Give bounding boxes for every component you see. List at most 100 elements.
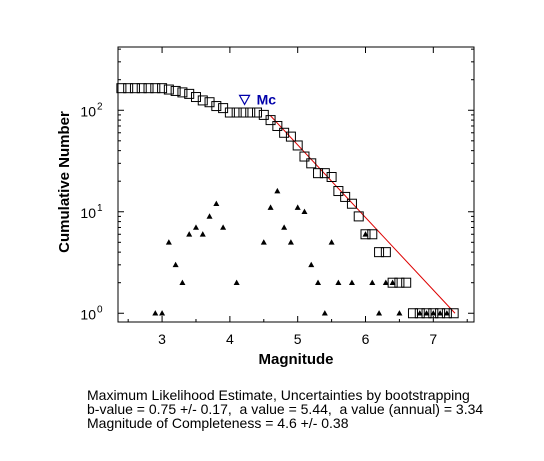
cumulative-point — [374, 247, 385, 258]
mc-layer: Mc — [238, 91, 277, 107]
incremental-point — [274, 187, 281, 194]
incremental-point — [159, 310, 166, 316]
incremental-point — [172, 261, 179, 268]
x-tick-label: 3 — [158, 331, 166, 347]
y-tick-label: 10 — [80, 306, 96, 322]
incremental-point — [281, 224, 288, 230]
cumulative-point — [407, 308, 418, 319]
incremental-point — [220, 224, 227, 230]
x-tick-label: 5 — [294, 331, 302, 347]
cumulative-point — [190, 92, 201, 103]
cumulative-point — [299, 151, 310, 162]
x-tick-label: 4 — [226, 331, 234, 347]
incremental-point — [152, 310, 159, 316]
incremental-point — [165, 239, 172, 245]
fit-summary-line-mc: Magnitude of Completeness = 4.6 +/- 0.38 — [87, 415, 349, 431]
cumulative-point — [346, 198, 357, 209]
incremental-point — [233, 279, 240, 285]
cumulative-point — [197, 95, 208, 106]
y-tick-label: 10 — [80, 103, 96, 119]
cumulative-point — [143, 83, 154, 94]
cumulative-point — [204, 97, 215, 108]
mc-label: Mc — [257, 91, 277, 107]
incremental-point — [396, 310, 403, 316]
cumulative-point — [285, 131, 296, 142]
incremental-point — [437, 310, 444, 316]
cumulative-point — [177, 87, 188, 98]
cumulative-point — [367, 229, 378, 240]
incremental-point — [287, 239, 294, 245]
plot-frame — [117, 46, 475, 323]
fit-summary: Maximum Likelihood Estimate, Uncertainti… — [87, 388, 483, 430]
incremental-point — [382, 279, 389, 285]
cumulative-point — [448, 308, 459, 319]
incremental-point — [369, 279, 376, 285]
y-tick-exponent: 0 — [97, 304, 103, 315]
cumulative-point — [231, 107, 242, 118]
cumulative-point — [272, 120, 283, 131]
cumulative-point — [245, 107, 256, 118]
cumulative-point — [258, 109, 269, 120]
y-tick-exponent: 2 — [97, 101, 103, 112]
incremental-point — [376, 310, 383, 316]
cumulative-point — [333, 186, 344, 197]
cumulative-point — [414, 308, 425, 319]
cumulative-point — [211, 101, 222, 112]
cumulative-point — [401, 277, 412, 288]
cumulative-point — [387, 277, 398, 288]
cumulative-point — [136, 83, 147, 94]
cumulative-point — [313, 168, 324, 179]
cumulative-point — [353, 211, 364, 222]
cumulative-point — [380, 247, 391, 258]
incremental-point — [179, 279, 186, 285]
incremental-point — [315, 279, 322, 285]
incremental-point — [443, 310, 450, 316]
incremental-point — [199, 231, 206, 237]
incremental-point — [348, 279, 355, 285]
x-tick-label: 7 — [429, 331, 437, 347]
cumulative-point — [360, 229, 371, 240]
cumulative-point — [224, 107, 235, 118]
incremental-point — [328, 239, 335, 245]
cumulative-point — [394, 277, 405, 288]
fit-summary-line-bvalue: b-value = 0.75 +/- 0.17, a value = 5.44,… — [87, 401, 484, 417]
incremental-point — [389, 279, 396, 285]
x-tick-label: 6 — [362, 331, 370, 347]
cumulative-point — [421, 308, 432, 319]
incremental-point — [260, 239, 267, 245]
cumulative-point — [129, 83, 140, 94]
incremental-point — [335, 279, 342, 285]
cumulative-point — [150, 83, 161, 94]
cumulative-point — [123, 83, 134, 94]
incremental-point — [301, 208, 308, 215]
incremental-point — [294, 204, 301, 210]
mc-marker — [238, 94, 251, 106]
cumulative-point — [428, 308, 439, 319]
cumulative-point — [340, 191, 351, 202]
cumulative-point — [238, 107, 249, 118]
incremental-point — [423, 310, 430, 316]
cumulative-point — [170, 85, 181, 96]
y-axis-title: Cumulative Number — [56, 111, 73, 253]
y-tick-exponent: 1 — [97, 203, 103, 214]
y-tick-label: 10 — [80, 205, 96, 221]
x-axis-title: Magnitude — [259, 351, 334, 368]
incremental-point — [430, 310, 437, 316]
data-marks — [116, 83, 459, 319]
incremental-point — [362, 231, 369, 237]
cumulative-point — [435, 308, 446, 319]
cumulative-point — [326, 172, 337, 183]
incremental-point — [206, 213, 213, 219]
cumulative-point — [319, 168, 330, 179]
cumulative-point — [163, 84, 174, 95]
cumulative-point — [157, 83, 168, 94]
cumulative-point — [279, 127, 290, 138]
incremental-point — [213, 200, 220, 207]
cumulative-point — [184, 88, 195, 99]
cumulative-point — [252, 107, 263, 118]
incremental-point — [267, 204, 274, 210]
incremental-point — [186, 231, 193, 237]
cumulative-point — [441, 308, 452, 319]
